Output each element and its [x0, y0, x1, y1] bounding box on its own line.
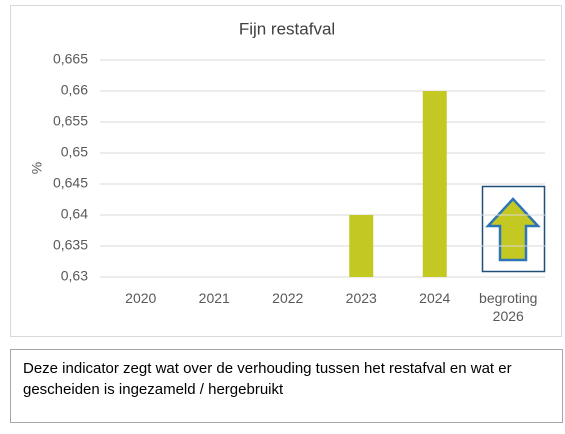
y-tick-label: 0,64 — [61, 206, 88, 222]
note-text: Deze indicator zegt wat over de verhoudi… — [23, 360, 512, 398]
chart-frame — [10, 5, 562, 337]
y-tick-label: 0,655 — [53, 113, 88, 129]
y-tick-label: 0,65 — [61, 144, 88, 160]
x-tick-label: 2021 — [198, 290, 230, 306]
up-arrow — [485, 197, 541, 262]
chart-title: Fijn restafval — [239, 19, 335, 38]
y-tick-label: 0,645 — [53, 175, 88, 191]
y-tick-label: 0,635 — [53, 237, 88, 253]
note-box: Deze indicator zegt wat over de verhoudi… — [10, 349, 563, 423]
x-tick-label: 2023 — [345, 290, 377, 306]
y-tick-label: 0,66 — [61, 82, 88, 98]
bar — [349, 215, 374, 277]
x-tick-label: begroting 2026 — [479, 290, 538, 324]
x-tick-label: 2022 — [272, 290, 304, 306]
y-axis-label: % — [29, 162, 45, 174]
bar — [422, 91, 447, 277]
y-tick-label: 0,665 — [53, 51, 88, 67]
x-tick-label: 2024 — [419, 290, 451, 306]
y-tick-label: 0,63 — [61, 268, 88, 284]
x-tick-label: 2020 — [125, 290, 157, 306]
